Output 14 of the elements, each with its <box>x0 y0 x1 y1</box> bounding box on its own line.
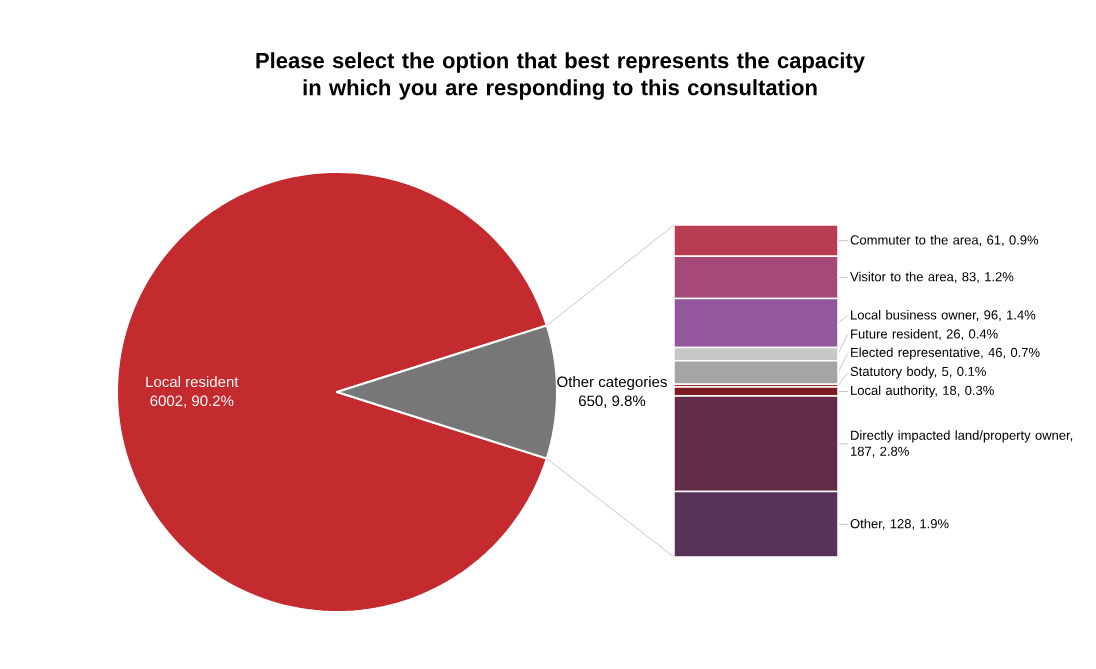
data-label: Visitor to the area, 83, 1.2% <box>850 271 1014 283</box>
data-label: 650, 9.8% <box>579 395 646 408</box>
data-label: Local authority, 18, 0.3% <box>851 385 994 398</box>
data-label: Other, 128, 1.9% <box>850 518 949 530</box>
chart-title: Please select the option that best represents the capacity in which you are responding to this consultation <box>256 52 865 100</box>
data-label: Commuter to the area, 61, 0.9% <box>850 235 1039 247</box>
data-label: 6002, 90.2% <box>150 395 234 408</box>
data-label: Future resident, 26, 0.4% <box>851 328 998 341</box>
data-label: Directly impacted land/property owner, 187, 2.8% <box>851 430 1073 458</box>
data-label: Elected representative, 46, 0.7% <box>851 347 1040 360</box>
slice-label: Local resident <box>146 376 239 388</box>
data-label: Local business owner, 96, 1.4% <box>851 309 1036 322</box>
data-label: Statutory body, 5, 0.1% <box>850 366 986 379</box>
slice-label: Other categories <box>557 376 667 391</box>
